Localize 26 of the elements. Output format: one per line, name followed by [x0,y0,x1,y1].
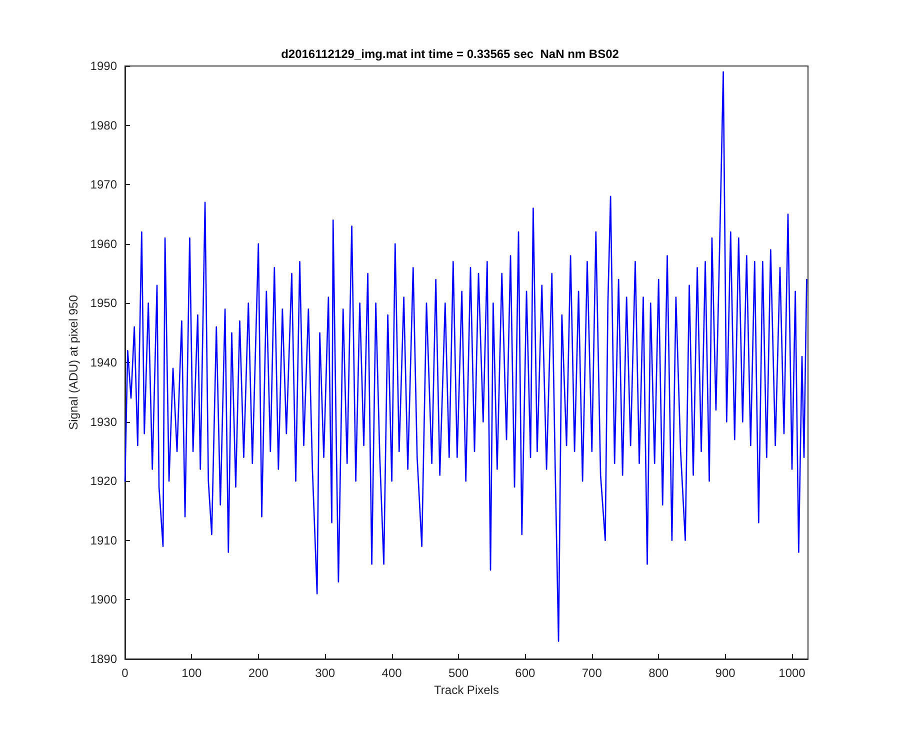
y-tick-label: 1970 [90,178,118,192]
x-tick-label: 700 [582,666,602,680]
x-tick-label: 0 [122,666,129,680]
y-tick-label: 1950 [90,296,118,310]
y-tick-label: 1920 [90,474,118,488]
x-tick-label: 200 [248,666,269,680]
x-tick-label: 1000 [778,666,806,680]
y-tick-label: 1910 [90,533,118,548]
y-tick-label: 1900 [90,592,118,607]
x-tick-label: 900 [715,666,736,680]
x-tick-label: 600 [515,666,536,680]
y-tick-label: 1890 [90,652,118,666]
y-tick-label: 1930 [90,414,118,429]
x-axis-title: Track Pixels [434,682,499,697]
y-tick-label: 1960 [90,236,118,251]
chart-title: d2016112129_img.mat int time = 0.33565 sec NaN nm BS02 [281,47,620,61]
y-tick-label: 1990 [90,59,118,73]
line-series [124,71,808,642]
x-tick-label: 400 [382,666,402,680]
x-tick-label: 500 [448,666,469,680]
x-tick-label: 100 [182,666,202,680]
y-tick-label: 1980 [90,118,118,132]
y-axis-title: Signal (ADU) at pixel 950 [66,294,80,430]
x-tick-label: 300 [315,666,336,680]
x-tick-label: 800 [648,666,669,680]
y-tick-label: 1940 [90,356,118,370]
